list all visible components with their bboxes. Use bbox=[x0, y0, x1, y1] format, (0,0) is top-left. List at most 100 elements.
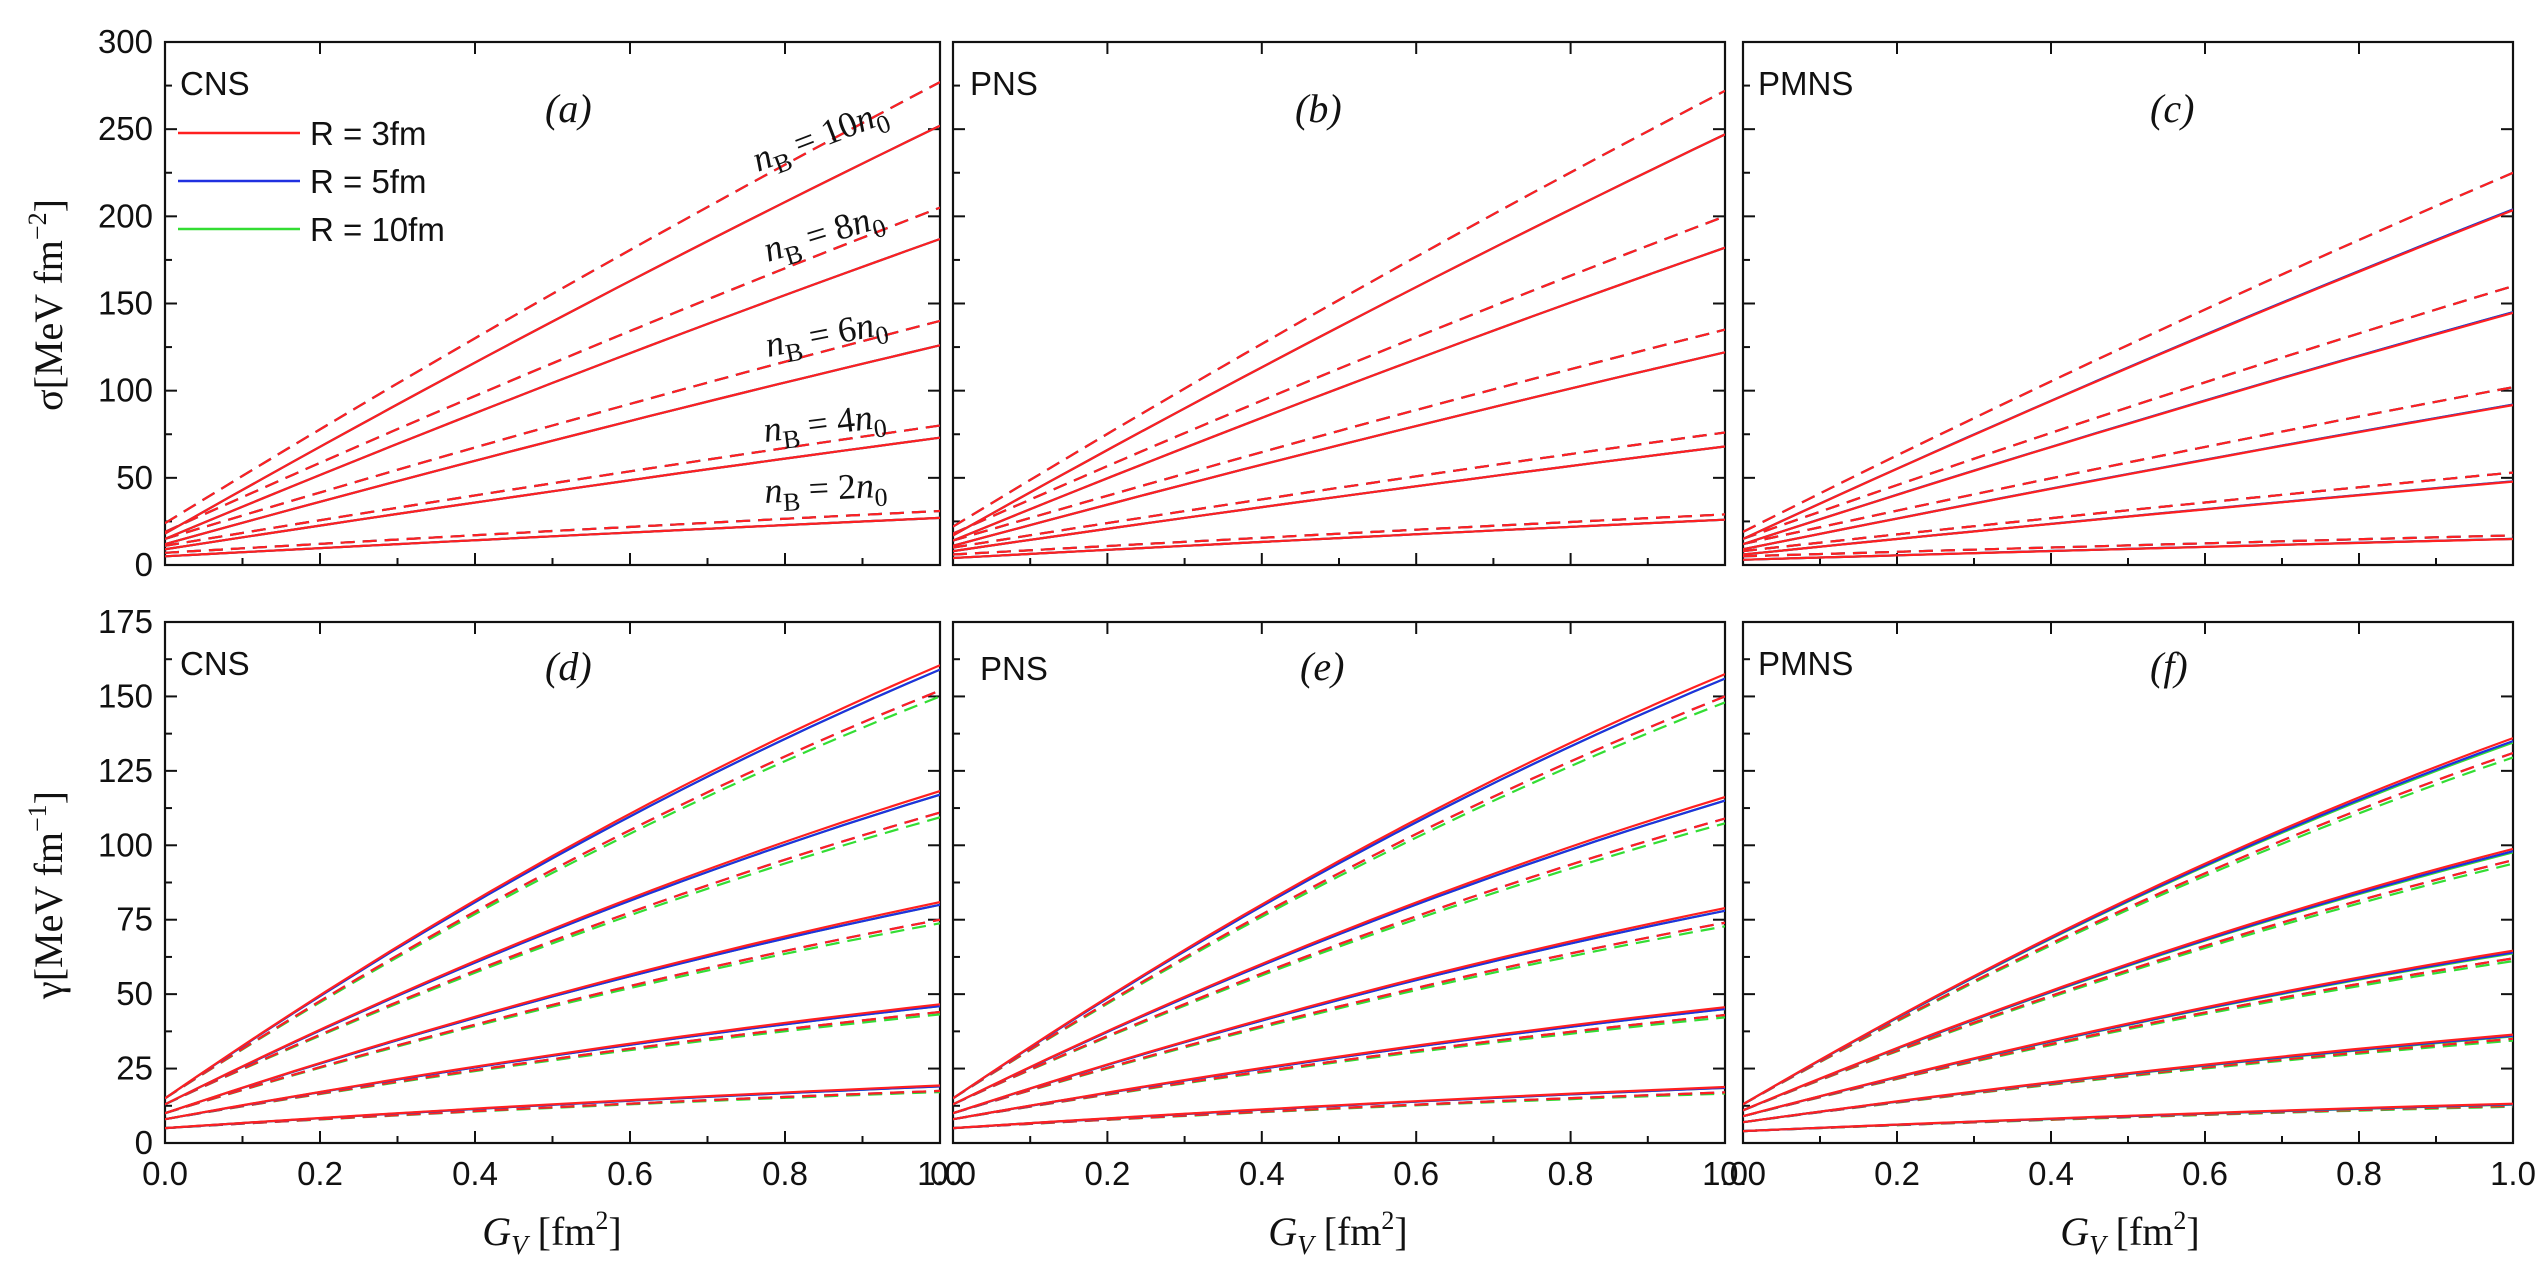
y-tick-label: 150 bbox=[98, 285, 153, 322]
series-lines bbox=[1743, 171, 2513, 561]
x-tick-label: 1.0 bbox=[1702, 1155, 1748, 1192]
solid-series-line bbox=[1743, 740, 2513, 1106]
dashed-series-line bbox=[1743, 386, 2513, 546]
dashed-series-line bbox=[1743, 1037, 2513, 1124]
dashed-series-line bbox=[1743, 285, 2513, 540]
y-tick-label: 50 bbox=[116, 975, 153, 1012]
x-tick-label: 0.8 bbox=[1548, 1155, 1594, 1192]
dashed-series-line bbox=[1743, 171, 2513, 533]
x-tick-label: 0.0 bbox=[142, 1155, 188, 1192]
dashed-series-line bbox=[165, 1010, 940, 1121]
y-tick-label: 100 bbox=[98, 372, 153, 409]
solid-series-line bbox=[165, 903, 940, 1115]
series-lines bbox=[953, 673, 1725, 1130]
x-tick-label: 0.8 bbox=[762, 1155, 808, 1192]
dashed-series-line bbox=[953, 1013, 1725, 1121]
solid-series-line bbox=[953, 799, 1725, 1106]
x-tick-label: 0.4 bbox=[2028, 1155, 2074, 1192]
x-tick-label: 0.6 bbox=[1393, 1155, 1439, 1192]
dashed-series-line bbox=[1743, 285, 2513, 540]
solid-series-line bbox=[165, 1005, 940, 1121]
solid-series-line bbox=[1743, 1035, 2513, 1124]
solid-series-line bbox=[953, 799, 1725, 1106]
anno-4n0: nB = 4n0 bbox=[761, 395, 888, 457]
panels-group: 0 50 100 150 200 250 300 0.0 0.2 0.4 0.6 0.8 1.0 0 25 5… bbox=[98, 23, 2536, 1192]
dashed-series-line bbox=[953, 701, 1725, 1100]
x-axis-title-b: GV [fm2] bbox=[1268, 1206, 1407, 1260]
solid-series-line bbox=[165, 793, 940, 1106]
solid-series-line bbox=[1743, 480, 2513, 556]
solid-series-line bbox=[165, 664, 940, 1100]
panel-tag-d: CNS bbox=[180, 645, 250, 682]
series-lines bbox=[953, 89, 1725, 560]
dashed-series-line bbox=[165, 1089, 940, 1130]
anno-6n0: nB = 6n0 bbox=[762, 302, 891, 372]
solid-series-line bbox=[953, 133, 1725, 537]
panel-b bbox=[951, 40, 1727, 567]
dashed-series-line bbox=[953, 695, 1725, 1100]
solid-series-line bbox=[1743, 209, 2513, 540]
dashed-series-line bbox=[1743, 756, 2513, 1106]
dashed-series-line bbox=[953, 215, 1725, 535]
dashed-series-line bbox=[165, 81, 940, 525]
solid-series-line bbox=[1743, 311, 2513, 546]
dashed-series-line bbox=[165, 816, 940, 1106]
panel-letter-c: (c) bbox=[2150, 86, 2194, 131]
x-tick-label: 0.2 bbox=[1084, 1155, 1130, 1192]
anno-10n0: nB = 10n0 bbox=[747, 92, 895, 186]
dashed-series-line bbox=[953, 695, 1725, 1100]
panel-a: 0 50 100 150 200 250 300 bbox=[98, 23, 942, 583]
panel-e: 0.0 0.2 0.4 0.6 0.8 1.0 bbox=[930, 620, 1748, 1192]
y-tick-label: 100 bbox=[98, 826, 153, 863]
solid-series-line bbox=[1743, 208, 2513, 540]
plot-frame bbox=[163, 620, 942, 1145]
x-axis-title-a: GV [fm2] bbox=[482, 1206, 621, 1260]
solid-series-line bbox=[165, 1084, 940, 1130]
solid-series-line bbox=[953, 673, 1725, 1100]
dashed-series-line bbox=[1743, 534, 2513, 558]
solid-series-line bbox=[953, 351, 1725, 547]
y-tick-label: 75 bbox=[116, 901, 153, 938]
x-tick-label: 0.2 bbox=[1874, 1155, 1920, 1192]
dashed-series-line bbox=[1743, 751, 2513, 1106]
y-tick-label: 200 bbox=[98, 197, 153, 234]
legend-label-r10: R = 10fm bbox=[310, 211, 445, 248]
panel-tag-a: CNS bbox=[180, 65, 250, 102]
solid-series-line bbox=[165, 344, 940, 546]
solid-series-line bbox=[165, 668, 940, 1100]
solid-series-line bbox=[953, 907, 1725, 1115]
dashed-series-line bbox=[165, 206, 940, 533]
dashed-series-line bbox=[953, 431, 1725, 549]
panel-tag-e: PNS bbox=[980, 650, 1048, 687]
x-tick-label: 0.6 bbox=[2182, 1155, 2228, 1192]
dashed-series-line bbox=[953, 822, 1725, 1106]
dashed-series-line bbox=[953, 817, 1725, 1106]
solid-series-line bbox=[1743, 1033, 2513, 1124]
dashed-series-line bbox=[1743, 171, 2513, 533]
dashed-series-line bbox=[165, 695, 940, 1100]
sigma-axis-title: σ[MeV fm−2] bbox=[23, 199, 71, 411]
panel-tag-b: PNS bbox=[970, 65, 1038, 102]
dashed-series-line bbox=[1743, 1039, 2513, 1124]
dashed-series-line bbox=[165, 918, 940, 1115]
solid-series-line bbox=[165, 1005, 940, 1121]
dashed-series-line bbox=[953, 1013, 1725, 1121]
solid-series-line bbox=[1743, 949, 2513, 1118]
y-tick-label: 0 bbox=[135, 1124, 153, 1161]
panel-letter-e: (e) bbox=[1300, 644, 1344, 689]
solid-series-line bbox=[953, 677, 1725, 1100]
panel-tag-c: PMNS bbox=[1758, 65, 1853, 102]
solid-series-line bbox=[165, 790, 940, 1106]
dashed-series-line bbox=[1743, 471, 2513, 553]
y-tick-label: 300 bbox=[98, 23, 153, 60]
solid-series-line bbox=[1743, 537, 2513, 561]
solid-series-line bbox=[953, 518, 1725, 560]
dashed-series-line bbox=[953, 431, 1725, 549]
solid-series-line bbox=[165, 344, 940, 546]
dashed-series-line bbox=[165, 509, 940, 554]
y-tick-label: 25 bbox=[116, 1050, 153, 1087]
solid-series-line bbox=[953, 445, 1725, 553]
solid-series-line bbox=[953, 133, 1725, 537]
panel-letter-a: (a) bbox=[545, 86, 592, 131]
